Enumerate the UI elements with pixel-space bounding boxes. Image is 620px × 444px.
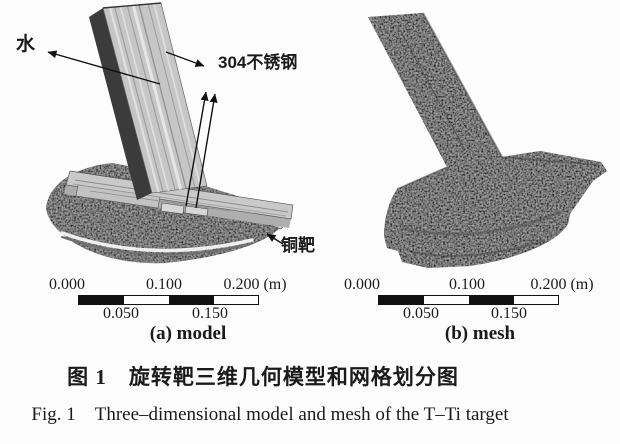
- scalebar-a-tick-0: 0.000: [49, 276, 85, 293]
- scalebar-segment: [212, 296, 258, 304]
- dome-highlight-crescent: [60, 231, 254, 253]
- scalebar-segment: [423, 296, 469, 304]
- scalebar-b-tick-2: 0.200 (m): [530, 276, 594, 293]
- scalebar-segment: [379, 296, 424, 304]
- scalebar-b-subtick-1: 0.150: [491, 305, 527, 322]
- scalebar-a-tick-1: 0.100: [146, 276, 182, 293]
- scalebar-a-subtick-0: 0.050: [103, 305, 139, 322]
- mesh-figure: [368, 12, 607, 268]
- water-label: 水: [16, 34, 36, 55]
- steel-arrow: [165, 51, 205, 67]
- layer-arrow-1: [185, 91, 209, 207]
- junction-tab: [160, 202, 185, 215]
- scalebar-segment: [468, 296, 513, 304]
- model-back-plate: [64, 170, 294, 228]
- figure-caption-zh: 图 1 旋转靶三维几何模型和网格划分图: [67, 365, 459, 389]
- scalebar-segment: [79, 296, 124, 304]
- scalebar-a: [78, 295, 259, 305]
- figure-caption-en: Fig. 1 Three–dimensional model and mesh …: [31, 404, 509, 425]
- steel-label: 304不锈钢: [218, 53, 298, 72]
- copper-arrow: [266, 233, 284, 245]
- scalebar-segment: [168, 296, 213, 304]
- mesh-silhouette: [368, 13, 607, 268]
- scalebar-segment: [123, 296, 169, 304]
- scalebar-a-subtick-1: 0.150: [192, 305, 228, 322]
- junction-tab: [184, 205, 209, 217]
- layer-arrow-2: [195, 93, 218, 209]
- scalebar-a-tick-2: 0.200 (m): [223, 276, 287, 293]
- scalebar-b: [378, 295, 559, 305]
- panel-a-caption: (a) model: [149, 323, 227, 344]
- annotation-arrows: [47, 50, 284, 245]
- figure-artwork: [46, 2, 607, 268]
- scalebar-b-subtick-0: 0.050: [403, 305, 439, 322]
- scalebar-segment: [512, 296, 558, 304]
- panel-b-caption: (b) mesh: [444, 323, 516, 344]
- dome-underside-shade: [61, 236, 251, 256]
- model-arm: [89, 2, 208, 200]
- model-figure: [46, 2, 294, 264]
- mesh-shading: [396, 12, 599, 257]
- scalebar-b-tick-1: 0.100: [449, 276, 485, 293]
- copper-label: 铜靶: [281, 236, 315, 255]
- scalebar-b-tick-0: 0.000: [344, 276, 380, 293]
- water-arrow: [47, 50, 161, 85]
